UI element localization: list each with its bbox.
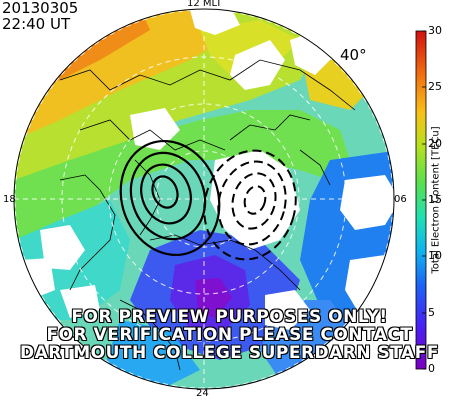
mlt-label-right: 06: [394, 194, 407, 205]
mlt-label-left: 18: [3, 194, 16, 205]
convection-contours-positive: [119, 139, 221, 257]
colorbar-tick-label: 25: [428, 80, 442, 93]
watermark-line-1: FOR PREVIEW PURPOSES ONLY!: [71, 307, 388, 327]
colorbar-tick-label: 5: [428, 306, 435, 319]
colorbar-ticks: [422, 30, 426, 370]
colorbar-tick-label: 0: [428, 362, 435, 375]
mlt-label-top: 12 MLT: [187, 0, 222, 9]
colorbar-title: Total Electron Content [TECu]: [430, 126, 442, 274]
colorbar-tick-label: 30: [428, 24, 442, 37]
watermark-line-2: FOR VERIFICATION PLEASE CONTACT: [46, 325, 413, 345]
date-label: 20130305: [2, 0, 79, 17]
colorbar: [415, 30, 427, 370]
latitude-label: 40°: [340, 46, 367, 64]
convection-contours-negative: [203, 149, 297, 261]
colorbar-tick-label: 20: [428, 137, 442, 150]
colorbar-tick-label: 15: [428, 193, 442, 206]
mlt-label-bottom: 24: [196, 388, 209, 399]
coastlines: [59, 59, 356, 371]
colorbar-tick-label: 10: [428, 249, 442, 262]
map-border: [13, 8, 395, 390]
time-label: 22:40 UT: [2, 15, 71, 33]
watermark-line-3: DARTMOUTH COLLEGE SUPERDARN STAFF: [20, 343, 439, 363]
